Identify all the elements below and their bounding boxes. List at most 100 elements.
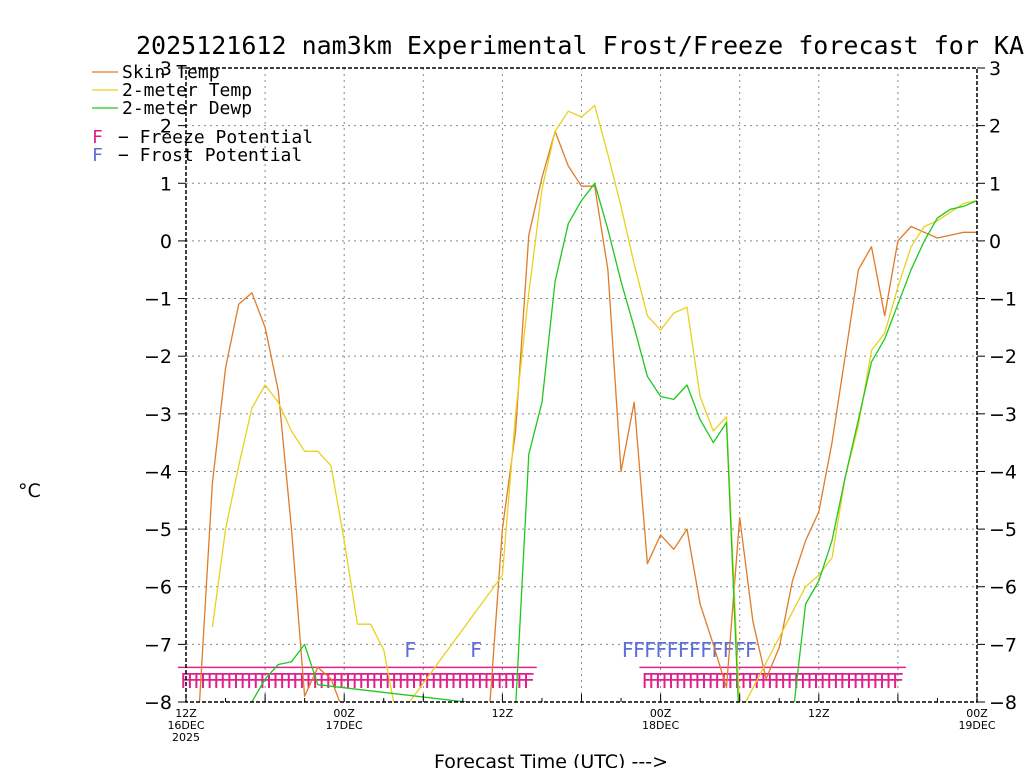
freeze-marker: F xyxy=(351,669,363,693)
freeze-marker: F xyxy=(220,669,232,693)
freeze-marker: F xyxy=(866,669,878,693)
potential-legend-letter: F xyxy=(92,145,103,166)
freeze-marker: F xyxy=(463,669,475,693)
freeze-marker: F xyxy=(780,669,792,693)
freeze-marker: F xyxy=(398,669,410,693)
legend-label: 2-meter Dewp xyxy=(122,98,252,119)
freeze-marker: F xyxy=(813,669,825,693)
freeze-marker: F xyxy=(806,669,818,693)
freeze-marker: F xyxy=(365,669,377,693)
freeze-marker: F xyxy=(384,669,396,693)
freeze-marker: F xyxy=(470,669,482,693)
freeze-marker: F xyxy=(516,669,528,693)
freeze-marker: F xyxy=(727,669,739,693)
frost-marker: F xyxy=(655,638,667,662)
x-tick-label: 00Z xyxy=(966,707,988,720)
x-axis-label: Forecast Time (UTC) ---> xyxy=(434,751,668,768)
freeze-marker: F xyxy=(872,669,884,693)
potential-legend-label: − Freeze Potential xyxy=(118,127,313,148)
freeze-marker: F xyxy=(371,669,383,693)
freeze-marker: F xyxy=(457,669,469,693)
freeze-marker: F xyxy=(839,669,851,693)
freeze-marker: F xyxy=(345,669,357,693)
freeze-marker: F xyxy=(892,669,904,693)
y-tick-label: 0 xyxy=(160,231,172,253)
y-tick-label-right: −2 xyxy=(989,346,1017,368)
frost-marker: F xyxy=(633,638,645,662)
freeze-marker: F xyxy=(674,669,686,693)
x-tick-label: 2025 xyxy=(172,731,200,744)
y-tick-label-right: −4 xyxy=(989,461,1017,483)
freeze-marker: F xyxy=(655,669,667,693)
freeze-marker: F xyxy=(523,669,535,693)
series-line-skin-temp xyxy=(198,130,977,702)
freeze-marker: F xyxy=(833,669,845,693)
freeze-marker: F xyxy=(852,669,864,693)
freeze-marker: F xyxy=(701,669,713,693)
potential-legend-letter: F xyxy=(92,127,103,148)
freeze-marker: F xyxy=(239,669,251,693)
freeze-marker: F xyxy=(437,669,449,693)
y-tick-label: −8 xyxy=(144,692,172,714)
freeze-marker: F xyxy=(694,669,706,693)
x-tick-label: 12Z xyxy=(808,707,830,720)
grid-lines xyxy=(186,68,977,702)
freeze-marker: F xyxy=(253,669,265,693)
freeze-marker: F xyxy=(740,669,752,693)
freeze-marker: F xyxy=(681,669,693,693)
chart-title: 2025121612 nam3km Experimental Frost/Fre… xyxy=(136,31,1024,60)
y-tick-label-right: −5 xyxy=(989,519,1017,541)
freeze-marker: F xyxy=(391,669,403,693)
freeze-marker: F xyxy=(648,669,660,693)
freeze-marker: F xyxy=(411,669,423,693)
frost-marker: F xyxy=(622,638,634,662)
y-tick-label: 3 xyxy=(160,58,172,80)
y-tick-label-right: −8 xyxy=(989,692,1017,714)
frost-marker: F xyxy=(678,638,690,662)
y-tick-label: −1 xyxy=(144,289,172,311)
freeze-marker: F xyxy=(760,669,772,693)
frost-marker: F xyxy=(644,638,656,662)
freeze-marker: F xyxy=(688,669,700,693)
freeze-marker: F xyxy=(747,669,759,693)
y-tick-label: −3 xyxy=(144,404,172,426)
y-tick-label: −5 xyxy=(144,519,172,541)
y-tick-label-right: −1 xyxy=(989,289,1017,311)
freeze-marker: F xyxy=(846,669,858,693)
freeze-marker: F xyxy=(641,669,653,693)
freeze-marker: F xyxy=(826,669,838,693)
freeze-marker: F xyxy=(707,669,719,693)
freeze-marker: F xyxy=(378,669,390,693)
freeze-potential-markers: FFFFFFFFFFFFFFFFFFFFFFFFFFFFFFFFFFFFFFFF… xyxy=(178,666,906,693)
y-tick-label: −6 xyxy=(144,577,172,599)
freeze-marker: F xyxy=(661,669,673,693)
freeze-marker: F xyxy=(272,669,284,693)
series-line-2-meter-temp xyxy=(211,104,977,702)
freeze-marker: F xyxy=(404,669,416,693)
freeze-marker: F xyxy=(246,669,258,693)
freeze-marker: F xyxy=(450,669,462,693)
freeze-marker: F xyxy=(279,669,291,693)
freeze-marker: F xyxy=(213,669,225,693)
frost-marker: F xyxy=(745,638,757,662)
y-tick-label-right: 2 xyxy=(989,116,1001,138)
y-tick-label-right: −7 xyxy=(989,634,1017,656)
frost-marker: F xyxy=(666,638,678,662)
y-tick-label-right: 1 xyxy=(989,173,1001,195)
x-tick-label: 17DEC xyxy=(326,719,363,732)
freeze-marker: F xyxy=(226,669,238,693)
legend-label: Skin Temp xyxy=(122,62,220,83)
series-lines xyxy=(198,104,977,702)
freeze-marker: F xyxy=(193,669,205,693)
freeze-marker: F xyxy=(206,669,218,693)
y-tick-label: 1 xyxy=(160,173,172,195)
y-tick-label-right: 3 xyxy=(989,58,1001,80)
x-tick-label: 19DEC xyxy=(958,719,995,732)
y-axis-label: °C xyxy=(18,480,41,502)
freeze-marker: F xyxy=(187,669,199,693)
freeze-marker: F xyxy=(318,669,330,693)
frost-marker: F xyxy=(689,638,701,662)
